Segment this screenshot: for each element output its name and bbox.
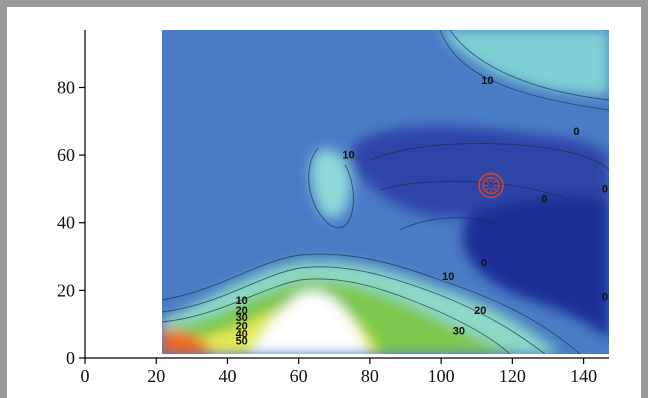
field-white-core <box>250 291 368 354</box>
contour-label: 0 <box>602 292 608 304</box>
contour-label: 20 <box>236 305 248 317</box>
contour-line <box>162 253 581 354</box>
field-orange-corner <box>162 330 215 354</box>
contour-label: 20 <box>474 305 486 317</box>
contour-label: 0 <box>541 193 547 205</box>
contour-label: 0 <box>481 258 487 270</box>
x-tick-label: 100 <box>428 366 455 386</box>
x-axis-ticks: 0 20 40 60 80 100 120 140 <box>81 358 597 386</box>
contour-line <box>449 30 609 101</box>
y-tick-label: 20 <box>57 280 75 300</box>
x-tick-label: 140 <box>570 366 597 386</box>
contour-label: 0 <box>573 126 579 138</box>
contour-line <box>369 142 609 171</box>
contour-label: 50 <box>236 335 248 347</box>
y-tick-label: 0 <box>66 348 75 368</box>
field-cyan-tongue <box>310 149 351 219</box>
contour-label: 30 <box>236 312 248 324</box>
x-tick-label: 80 <box>361 366 379 386</box>
contour-label: 40 <box>236 329 248 341</box>
x-tick-label: 60 <box>290 366 308 386</box>
y-tick-label: 80 <box>57 77 75 97</box>
x-tick-label: 0 <box>81 366 90 386</box>
contour-label: 0 <box>602 183 608 195</box>
source-marker-layer <box>478 172 504 199</box>
contour-label: 10 <box>442 271 454 283</box>
contour-label: 20 <box>236 320 248 332</box>
contour-lines <box>162 30 609 354</box>
y-axis-ticks: 0 20 40 60 80 <box>57 77 85 368</box>
heatmap-field <box>162 30 609 354</box>
contour-label: 10 <box>236 295 248 307</box>
y-tick-label: 60 <box>57 145 75 165</box>
field-cyan-top <box>440 30 609 95</box>
contour-line <box>439 30 609 111</box>
x-tick-label: 40 <box>218 366 236 386</box>
contour-line <box>399 217 541 241</box>
x-tick-label: 120 <box>499 366 526 386</box>
contour-label: 30 <box>453 325 465 337</box>
y-tick-label: 40 <box>57 213 75 233</box>
field-dark-right <box>462 176 609 340</box>
contour-line <box>308 147 354 228</box>
source-marker-icon <box>478 172 504 199</box>
contour-label: 10 <box>481 75 493 87</box>
contour-label: 10 <box>342 149 354 161</box>
contour-line <box>162 266 546 354</box>
x-tick-label: 20 <box>147 366 165 386</box>
field-dark-center <box>351 126 609 218</box>
contour-line <box>379 180 571 201</box>
contour-line <box>162 278 511 354</box>
